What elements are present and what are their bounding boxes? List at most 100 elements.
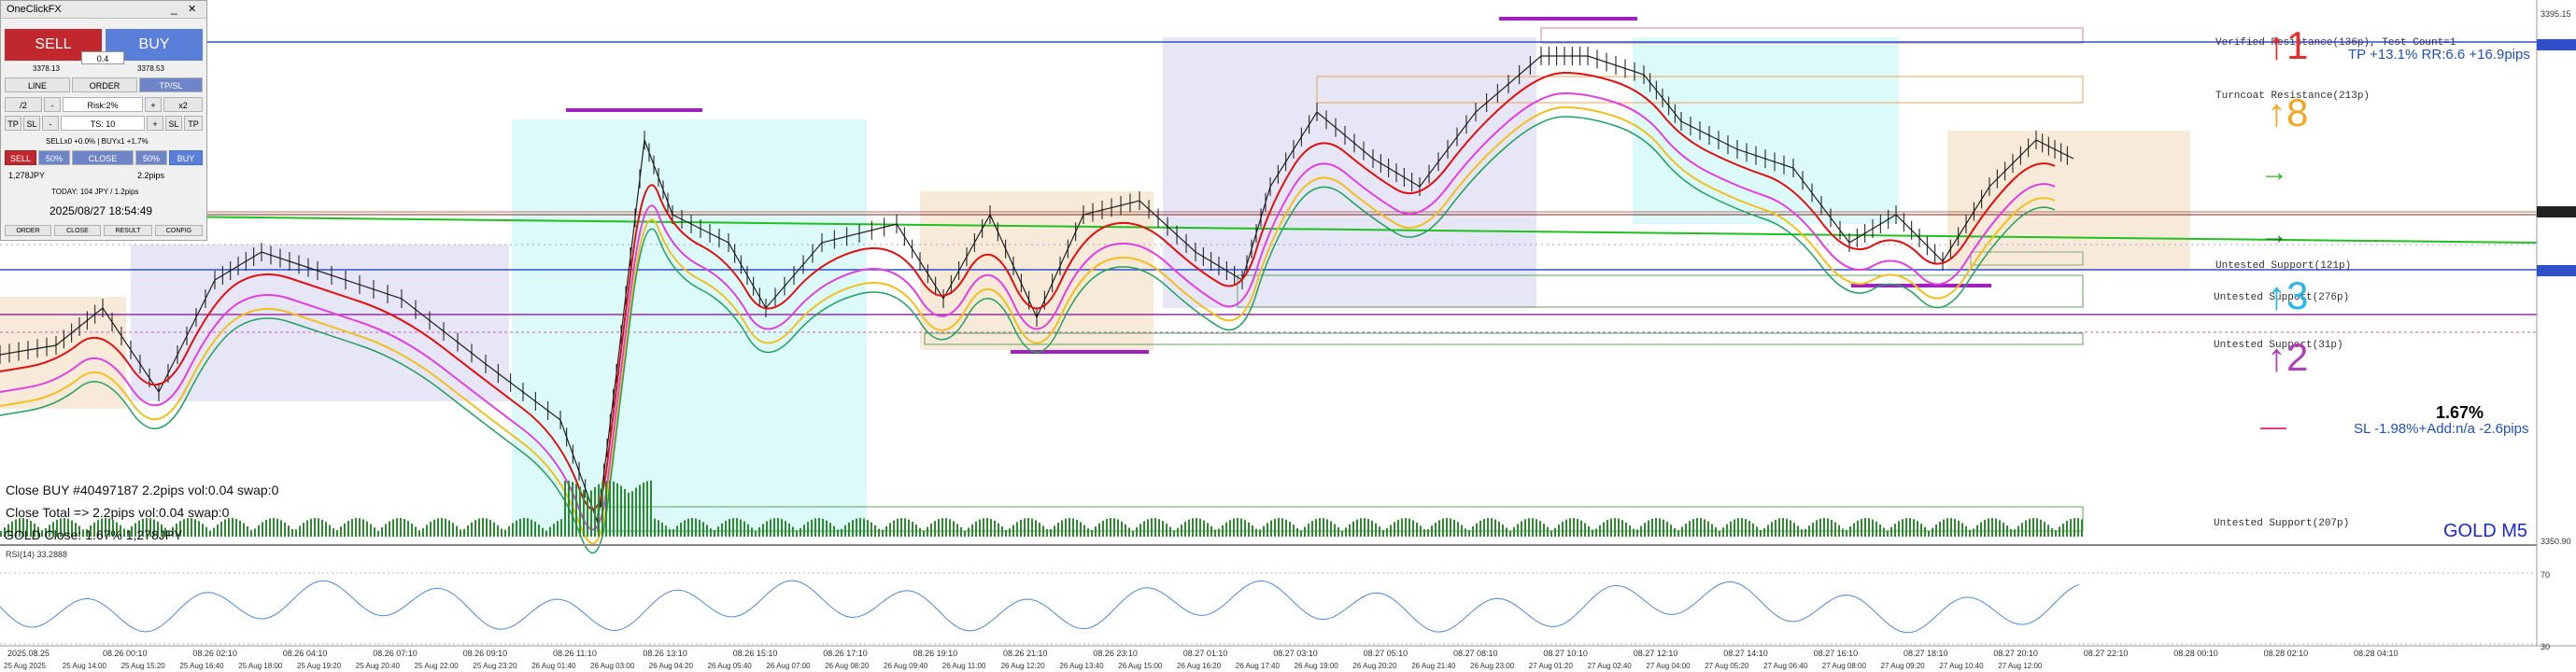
volume-bar — [1281, 518, 1283, 537]
volume-bar — [1958, 520, 1960, 537]
sell-close-button[interactable]: SELL — [5, 150, 36, 165]
volume-bar — [299, 525, 301, 537]
volume-bar — [403, 519, 405, 537]
volume-bar — [605, 481, 607, 537]
volume-bar — [743, 521, 745, 537]
time-label-lower: 25 Aug 14:00 — [62, 662, 106, 670]
volume-bar — [396, 518, 398, 537]
volume-bar — [852, 520, 854, 537]
volume-bar — [620, 485, 622, 537]
time-label-lower: 26 Aug 01:40 — [531, 662, 576, 670]
volume-bar — [321, 519, 323, 537]
panel-titlebar[interactable]: OneClickFX _ ✕ — [1, 1, 206, 19]
risk-plus-button[interactable]: + — [145, 97, 162, 112]
volume-bar — [1584, 523, 1586, 537]
halve-risk-button[interactable]: /2 — [5, 97, 42, 112]
moving-average-long — [0, 116, 2056, 553]
lot-size-field[interactable]: 0.4 — [81, 51, 124, 64]
arrow-right-icon: → — [2260, 219, 2288, 250]
volume-bar — [650, 481, 652, 537]
volume-bar — [1719, 530, 1720, 537]
volume-bar — [1050, 529, 1052, 537]
volume-bar — [138, 520, 140, 537]
minimize-icon[interactable]: _ — [171, 2, 177, 15]
time-label-lower: 25 Aug 2025 — [4, 662, 46, 670]
footer-close-button[interactable]: CLOSE — [54, 225, 101, 236]
volume-bar — [400, 518, 402, 537]
volume-bar — [176, 524, 177, 537]
sell-price: 3378.13 — [33, 64, 60, 73]
volume-bar — [2062, 523, 2064, 537]
footer-order-button[interactable]: ORDER — [5, 225, 51, 236]
trailing-stop-field[interactable]: TS: 10 — [61, 116, 145, 131]
volume-bar — [1450, 518, 1451, 537]
close-icon[interactable]: ✕ — [188, 4, 197, 15]
tab-tpsl[interactable]: TP/SL — [139, 77, 203, 92]
tab-line[interactable]: LINE — [5, 77, 70, 92]
time-label-lower: 27 Aug 05:20 — [1705, 662, 1749, 670]
risk-minus-button[interactable]: - — [44, 97, 61, 112]
volume-bar — [628, 492, 630, 537]
volume-bar — [1054, 525, 1055, 537]
volume-bar — [426, 525, 428, 537]
volume-bar — [60, 518, 62, 537]
footer-result-button[interactable]: RESULT — [104, 225, 152, 236]
close-buy-half-button[interactable]: 50% — [135, 150, 167, 165]
volume-bar — [78, 525, 80, 537]
time-label-lower: 26 Aug 20:20 — [1352, 662, 1397, 670]
volume-bar — [796, 530, 798, 537]
volume-bar — [1857, 520, 1859, 537]
volume-bar — [1207, 523, 1209, 537]
volume-bar — [1423, 529, 1425, 537]
volume-bar — [1913, 519, 1915, 537]
ts-minus-button[interactable]: - — [42, 116, 59, 131]
sl-right-button[interactable]: SL — [165, 116, 182, 131]
time-label-lower: 26 Aug 15:00 — [1118, 662, 1163, 670]
volume-bar — [37, 526, 39, 537]
volume-bar — [1853, 523, 1855, 537]
volume-bar — [900, 518, 902, 537]
volume-bar — [1920, 524, 1922, 537]
double-risk-button[interactable]: x2 — [163, 97, 203, 112]
volume-bar — [26, 519, 28, 537]
zone-box — [924, 332, 2084, 345]
volume-bar — [2032, 518, 2034, 537]
volume-bar — [187, 518, 189, 537]
volume-bar — [1528, 518, 1530, 537]
turncoat-resistance-label: Turncoat Resistance(213p) — [2215, 91, 2371, 102]
volume-bar — [1345, 527, 1347, 537]
tp-left-button[interactable]: TP — [5, 116, 21, 131]
zone-box — [1237, 274, 2084, 308]
volume-bar — [687, 518, 689, 537]
time-label-lower: 26 Aug 08:20 — [825, 662, 870, 670]
volume-bar — [1311, 521, 1313, 537]
volume-bar — [1229, 520, 1231, 537]
buy-close-button[interactable]: BUY — [169, 150, 203, 165]
risk-field[interactable]: Risk:2% — [63, 97, 143, 112]
volume-bar — [919, 527, 921, 537]
ts-plus-button[interactable]: + — [147, 116, 163, 131]
volume-bar — [1969, 529, 1971, 537]
time-label-lower: 27 Aug 09:20 — [1880, 662, 1925, 670]
oneclickfx-panel[interactable]: OneClickFX _ ✕ SELL BUY 0.4 3378.13 3378… — [0, 0, 207, 241]
volume-bar — [814, 518, 816, 537]
sell-button[interactable]: SELL — [5, 29, 102, 61]
tp-right-button[interactable]: TP — [184, 116, 203, 131]
volume-bar — [2070, 519, 2072, 537]
close-sell-half-button[interactable]: 50% — [38, 150, 70, 165]
volume-bar — [127, 529, 129, 537]
volume-bar — [1861, 518, 1862, 537]
volume-bar — [1147, 519, 1149, 537]
footer-config-button[interactable]: CONFIG — [155, 225, 203, 236]
sl-left-button[interactable]: SL — [23, 116, 40, 131]
volume-bar — [1965, 525, 1967, 537]
volume-bar — [1468, 529, 1470, 537]
volume-bar — [1233, 518, 1235, 537]
volume-bar — [1565, 519, 1567, 537]
volume-bar — [1244, 520, 1246, 537]
volume-bar — [672, 529, 674, 537]
time-label-upper: 08.26 02:10 — [192, 649, 237, 658]
tab-order[interactable]: ORDER — [72, 77, 137, 92]
close-all-button[interactable]: CLOSE — [72, 150, 134, 165]
